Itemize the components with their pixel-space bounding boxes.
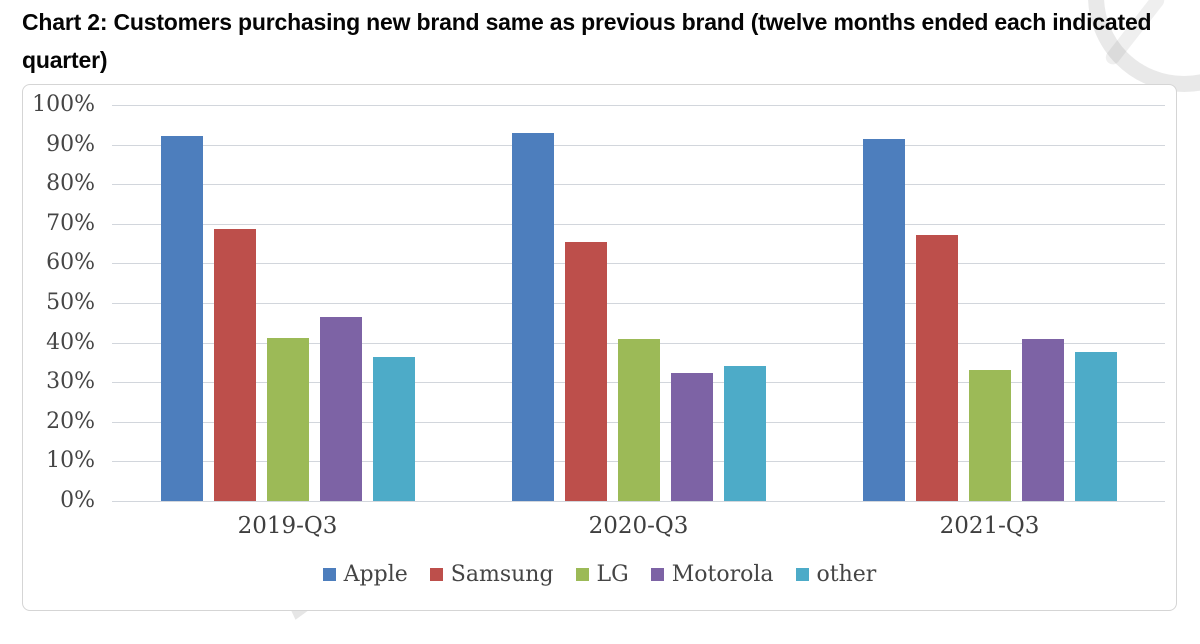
gridline (112, 223, 1165, 225)
legend-label: Motorola (671, 562, 774, 587)
x-axis: 2019-Q3 2020-Q3 2021-Q3 (112, 513, 1165, 539)
gridline (112, 263, 1165, 265)
legend-swatch-icon (795, 568, 809, 581)
bar-other-2019-q3 (372, 357, 415, 501)
y-axis-tick-label: 20% (46, 408, 95, 434)
bar-samsung-2021-q3 (915, 234, 958, 501)
y-axis-tick-label: 10% (46, 448, 95, 474)
bar-groups (112, 105, 1165, 501)
chart-frame: 0% 10% 20% 30% 40% 50% 60% 70% 80% 90% 100% 2019-Q… (22, 84, 1177, 611)
y-axis: 0% 10% 20% 30% 40% 50% 60% 70% 80% 90% 100% (23, 93, 95, 513)
y-axis-tick-label: 70% (46, 210, 95, 236)
bar-motorola-2020-q3 (670, 373, 713, 501)
legend-swatch-icon (650, 568, 664, 581)
x-axis-label-2019-q3: 2019-Q3 (237, 513, 338, 539)
gridline (112, 184, 1165, 186)
y-axis-tick-label: 60% (46, 250, 95, 276)
bar-apple-2019-q3 (160, 135, 203, 501)
legend-item-lg: LG (575, 562, 629, 587)
plot-area (112, 105, 1165, 502)
chart-title: Chart 2: Customers purchasing new brand … (22, 9, 1152, 73)
legend-label: LG (596, 562, 629, 587)
y-axis-tick-label: 30% (46, 369, 95, 395)
y-axis-tick-label: 50% (46, 290, 95, 315)
gridline (112, 501, 1165, 502)
y-axis-tick-label: 100% (32, 92, 95, 117)
x-axis-label-2020-q3: 2020-Q3 (588, 513, 689, 539)
y-axis-tick-label: 40% (46, 329, 95, 355)
bar-group-2021-q3 (814, 105, 1165, 501)
legend-item-samsung: Samsung (429, 562, 554, 587)
y-axis-tick-label: 0% (60, 488, 95, 513)
bar-other-2021-q3 (1074, 352, 1117, 501)
bar-group-2019-q3 (112, 105, 463, 501)
legend-swatch-icon (429, 568, 443, 581)
bar-lg-2019-q3 (266, 337, 309, 501)
bar-samsung-2019-q3 (213, 228, 256, 501)
legend-item-other: other (795, 562, 877, 587)
x-axis-label-2021-q3: 2021-Q3 (939, 513, 1040, 539)
legend-label: other (816, 562, 877, 587)
y-axis-tick-label: 90% (46, 131, 95, 157)
legend-label: Samsung (450, 562, 554, 587)
bar-samsung-2020-q3 (564, 242, 607, 501)
legend: Apple Samsung LG Motorola other (23, 562, 1176, 587)
bar-apple-2021-q3 (862, 138, 905, 501)
bar-motorola-2021-q3 (1021, 339, 1064, 501)
y-axis-tick-label: 80% (46, 171, 95, 197)
bar-group-2020-q3 (463, 105, 814, 501)
bar-motorola-2019-q3 (319, 316, 362, 501)
legend-label: Apple (343, 562, 408, 587)
legend-item-apple: Apple (322, 562, 408, 587)
bar-lg-2021-q3 (968, 369, 1011, 501)
bar-apple-2020-q3 (511, 132, 554, 501)
bar-lg-2020-q3 (617, 338, 660, 501)
legend-item-motorola: Motorola (650, 562, 774, 587)
gridline (112, 303, 1165, 304)
legend-swatch-icon (575, 568, 589, 581)
bar-other-2020-q3 (723, 365, 766, 501)
gridline (112, 144, 1165, 146)
legend-swatch-icon (322, 568, 336, 581)
gridline (112, 105, 1165, 106)
